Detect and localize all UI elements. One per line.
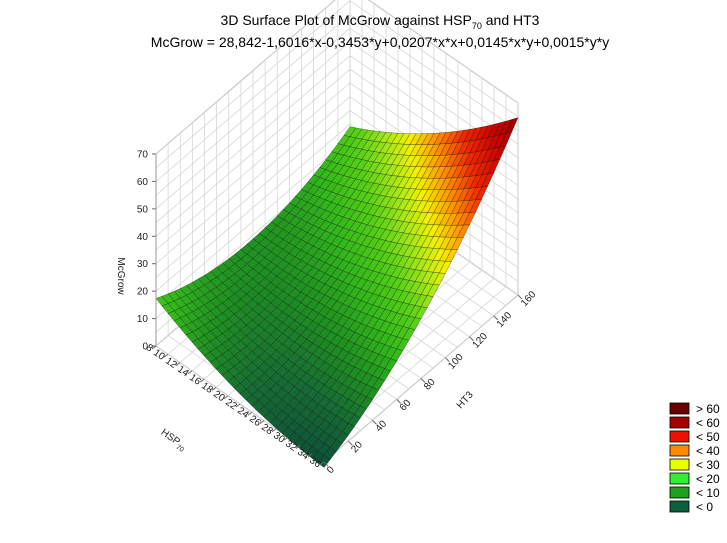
x-tick-mark	[271, 428, 277, 433]
y-tick-label: 80	[422, 377, 438, 393]
y-tick-mark	[396, 399, 402, 404]
z-tick-label: 10	[137, 314, 149, 325]
y-tick-mark	[372, 419, 377, 425]
grid-line	[155, 123, 351, 292]
grid-line	[155, 137, 351, 306]
y-tick-label: 60	[398, 397, 414, 413]
z-tick-label: 0	[142, 342, 148, 353]
chart-title: 3D Surface Plot of McGrow against HSP70 …	[220, 12, 540, 31]
legend-swatch	[669, 486, 690, 499]
x-axis-title: HSP70	[158, 427, 189, 454]
y-tick-mark	[469, 336, 474, 342]
x-tick-mark	[247, 411, 253, 416]
x-tick-mark	[295, 445, 301, 449]
y-tick-mark	[493, 315, 499, 321]
x-tick-mark	[175, 362, 181, 366]
legend-swatch	[669, 444, 690, 457]
z-tick-label: 60	[137, 177, 149, 188]
grid-line	[155, 82, 351, 251]
legend-label: < 10	[696, 486, 720, 500]
y-tick-mark	[517, 294, 523, 300]
legend-label: < 0	[696, 500, 713, 514]
legend-label: < 40	[696, 444, 720, 458]
x-tick-mark	[307, 453, 313, 458]
legend-swatch	[669, 402, 690, 415]
legend-label: < 60	[696, 416, 720, 430]
grid-line	[155, 55, 351, 223]
legend-swatch	[669, 458, 690, 471]
grid-line	[155, 27, 351, 196]
x-tick-mark	[235, 403, 241, 408]
x-tick-mark	[151, 345, 157, 350]
x-tick-mark	[211, 387, 217, 391]
x-tick-mark	[163, 353, 169, 358]
grid-line	[155, 110, 351, 278]
legend-swatch	[669, 500, 690, 513]
x-tick-mark	[259, 420, 265, 424]
legend-label: > 60	[696, 402, 720, 416]
x-tick-mark	[223, 395, 229, 400]
z-tick-label: 20	[137, 287, 149, 298]
x-tick-label: 8	[144, 342, 155, 354]
y-tick-mark	[347, 440, 353, 446]
grid-line	[155, 14, 351, 182]
x-tick-mark	[199, 378, 205, 383]
grid-line	[368, 0, 519, 104]
grid-line	[155, 0, 351, 169]
legend-label: < 30	[696, 458, 720, 472]
z-tick-label: 30	[137, 259, 149, 270]
z-axis-title: McGrow	[115, 257, 126, 295]
grid-line	[349, 14, 519, 131]
chart-surface	[155, 117, 519, 468]
z-tick-label: 50	[137, 204, 149, 215]
grid-line	[349, 27, 519, 145]
legend-swatch	[669, 472, 690, 485]
x-tick-mark	[283, 436, 289, 441]
grid-line	[349, 0, 519, 118]
y-tick-mark	[323, 461, 329, 467]
chart-subtitle: McGrow = 28,842-1,6016*x-0,3453*y+0,0207…	[150, 34, 610, 50]
y-tick-label: 20	[349, 439, 365, 455]
y-axis-title: HT3	[455, 389, 476, 411]
legend-swatch	[669, 430, 690, 443]
y-tick-mark	[444, 357, 450, 362]
x-tick-mark	[319, 461, 325, 466]
chart-legend: > 60< 60< 50< 40< 30< 20< 10< 0	[669, 402, 720, 514]
y-tick-mark	[420, 378, 426, 383]
y-tick-label: 40	[374, 418, 390, 434]
legend-swatch	[669, 416, 690, 429]
legend-label: < 20	[696, 472, 720, 486]
grid-line	[155, 68, 351, 237]
grid-line	[155, 41, 351, 210]
y-tick-label: 160	[519, 289, 539, 309]
grid-line	[155, 96, 351, 265]
x-tick-mark	[187, 370, 193, 375]
grid-line	[155, 0, 336, 155]
y-tick-label: 0	[325, 464, 337, 476]
z-tick-label: 70	[137, 150, 149, 161]
legend-label: < 50	[696, 430, 720, 444]
z-tick-label: 40	[137, 232, 149, 243]
